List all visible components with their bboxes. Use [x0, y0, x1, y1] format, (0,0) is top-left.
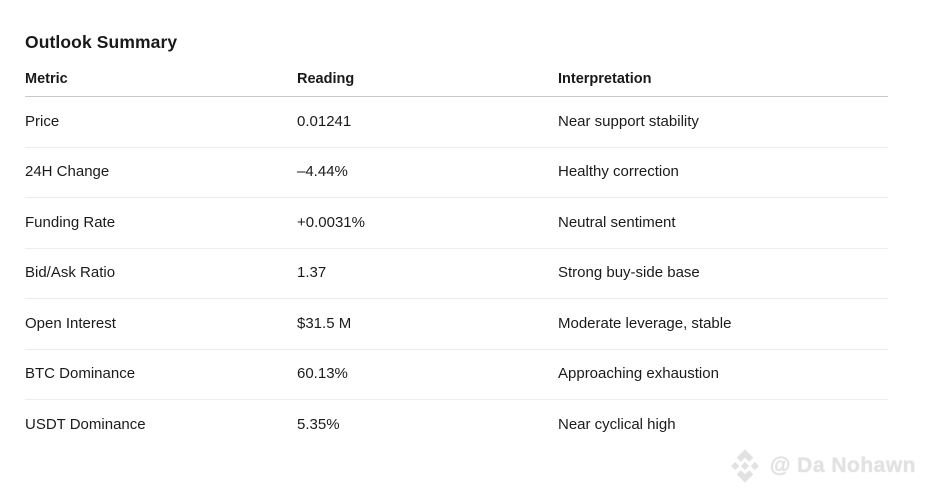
metric-cell: BTC Dominance	[25, 365, 136, 383]
table-body: Price 0.01241 Near support stability 24H…	[25, 97, 888, 451]
table-row: Funding Rate +0.0031% Neutral sentiment	[25, 198, 888, 249]
reading-cell: 0.01241	[297, 112, 352, 130]
column-header-interpretation: Interpretation	[558, 71, 652, 87]
metric-cell: Bid/Ask Ratio	[25, 264, 116, 282]
interpretation-cell: Near support stability	[558, 112, 699, 130]
watermark-handle: @ Da Nohawn	[769, 454, 916, 477]
reading-cell: 5.35%	[297, 416, 340, 434]
metric-cell: 24H Change	[25, 163, 110, 181]
reading-cell: +0.0031%	[297, 213, 365, 231]
interpretation-cell: Approaching exhaustion	[558, 365, 719, 383]
watermark: @ Da Nohawn	[727, 448, 916, 484]
metric-cell: USDT Dominance	[25, 416, 146, 434]
table-row: Price 0.01241 Near support stability	[25, 97, 888, 148]
reading-cell: 60.13%	[297, 365, 348, 383]
table-row: Open Interest $31.5 M Moderate leverage,…	[25, 299, 888, 350]
table-header-row: Metric Reading Interpretation	[25, 54, 888, 97]
interpretation-cell: Neutral sentiment	[558, 213, 676, 231]
reading-cell: 1.37	[297, 264, 327, 282]
outlook-summary-table: Metric Reading Interpretation Price 0.01…	[25, 54, 888, 451]
interpretation-cell: Healthy correction	[558, 163, 679, 181]
column-header-reading: Reading	[297, 71, 355, 87]
table-row: 24H Change –4.44% Healthy correction	[25, 148, 888, 198]
reading-cell: $31.5 M	[297, 314, 352, 332]
metric-cell: Funding Rate	[25, 213, 116, 231]
interpretation-cell: Strong buy-side base	[558, 264, 700, 282]
interpretation-cell: Moderate leverage, stable	[558, 314, 732, 332]
table-row: BTC Dominance 60.13% Approaching exhaust…	[25, 350, 888, 400]
interpretation-cell: Near cyclical high	[558, 416, 676, 434]
metric-cell: Price	[25, 112, 60, 130]
reading-cell: –4.44%	[297, 163, 348, 181]
table-row: Bid/Ask Ratio 1.37 Strong buy-side base	[25, 249, 888, 299]
column-header-metric: Metric	[25, 71, 68, 87]
binance-diamond-icon	[727, 448, 763, 484]
table-row: USDT Dominance 5.35% Near cyclical high	[25, 400, 888, 451]
metric-cell: Open Interest	[25, 314, 116, 332]
page-title: Outlook Summary	[25, 32, 178, 52]
